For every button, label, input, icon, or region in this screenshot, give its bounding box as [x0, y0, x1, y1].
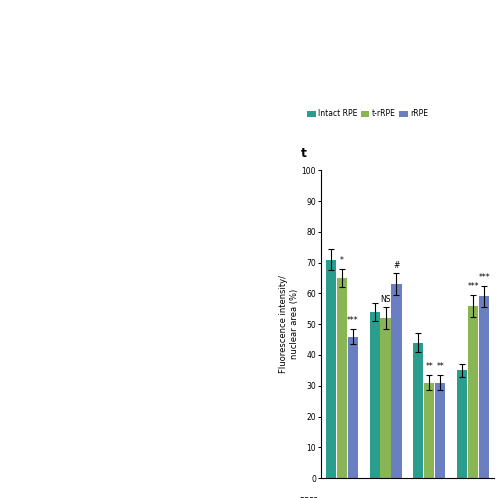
- Text: −: −: [382, 497, 389, 498]
- Text: FGF2: FGF2: [300, 497, 319, 498]
- Text: +: +: [393, 497, 400, 498]
- Bar: [479, 296, 489, 478]
- Text: *: *: [340, 256, 344, 265]
- Text: NS: NS: [380, 295, 391, 304]
- Text: ***: ***: [478, 273, 490, 282]
- Text: −: −: [338, 497, 345, 498]
- Bar: [348, 337, 358, 478]
- Bar: [380, 318, 390, 478]
- Bar: [457, 371, 467, 478]
- Text: **: **: [426, 362, 433, 372]
- Bar: [424, 382, 434, 478]
- Text: ***: ***: [468, 282, 479, 291]
- Text: +: +: [480, 497, 488, 498]
- Text: **: **: [436, 362, 444, 372]
- Legend: Intact RPE, t-rRPE, rRPE: Intact RPE, t-rRPE, rRPE: [304, 107, 431, 122]
- Bar: [392, 284, 402, 478]
- Bar: [435, 382, 446, 478]
- Bar: [468, 306, 478, 478]
- Text: +: +: [350, 497, 356, 498]
- Text: −: −: [470, 497, 476, 498]
- Text: ***: ***: [347, 316, 358, 325]
- Text: t: t: [301, 147, 307, 160]
- Text: +: +: [437, 497, 444, 498]
- Y-axis label: Fluorescence intensity/
nuclear area (%): Fluorescence intensity/ nuclear area (%): [280, 275, 299, 373]
- Bar: [336, 278, 347, 478]
- Text: −: −: [426, 497, 433, 498]
- Text: #: #: [394, 261, 400, 270]
- Bar: [370, 312, 380, 478]
- Bar: [326, 259, 336, 478]
- Bar: [414, 343, 424, 478]
